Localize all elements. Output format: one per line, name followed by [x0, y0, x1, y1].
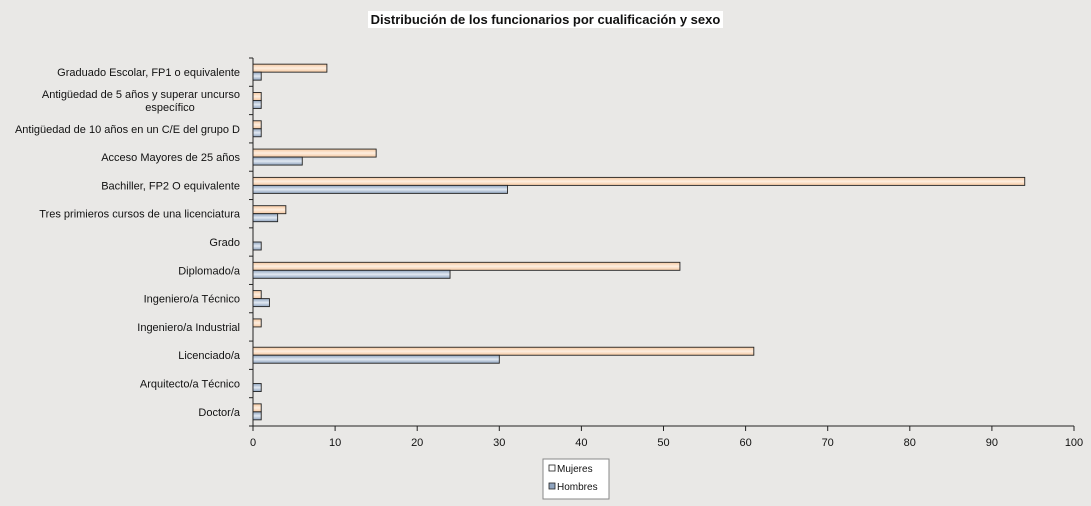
- bar-hombres: [252, 354, 500, 364]
- bar-mujeres: [252, 205, 287, 215]
- legend-swatch-hombres: [548, 482, 556, 490]
- bar-hombres: [252, 269, 451, 279]
- category-label: Diplomado/a: [178, 265, 241, 277]
- bar-hombres: [252, 100, 262, 109]
- bar-mujeres: [252, 346, 755, 356]
- bar-mujeres: [252, 261, 681, 271]
- category-label: Ingeniero/a Técnico: [144, 294, 240, 306]
- x-tick-label: 10: [329, 437, 341, 449]
- bar-hombres: [252, 71, 262, 81]
- category-label: Tres primieros cursos de una licenciatur…: [39, 209, 241, 221]
- bar-mujeres: [252, 63, 328, 73]
- x-tick-label: 40: [575, 437, 587, 449]
- bar-mujeres: [252, 176, 1026, 186]
- x-tick-label: 100: [1065, 437, 1083, 449]
- category-label: Arquitecto/a Técnico: [140, 379, 240, 391]
- category-label: Licenciado/a: [178, 350, 241, 362]
- bar-hombres: [252, 184, 508, 194]
- bar-hombres: [252, 213, 279, 223]
- bar-hombres: [252, 411, 262, 421]
- x-tick-label: 90: [986, 437, 998, 449]
- category-label: Antigüedad de 10 años en un C/E del grup…: [15, 124, 240, 136]
- category-label: específico: [145, 102, 195, 114]
- bar-hombres: [252, 298, 270, 308]
- x-tick-label: 0: [250, 437, 256, 449]
- bar-hombres: [252, 383, 262, 392]
- x-tick-label: 70: [822, 437, 834, 449]
- category-label: Bachiller, FP2 O equivalente: [101, 180, 240, 192]
- legend-label-hombres: Hombres: [557, 482, 598, 493]
- x-tick-label: 30: [493, 437, 505, 449]
- bar-mujeres: [252, 148, 377, 158]
- bar-hombres: [252, 128, 262, 138]
- bar-mujeres: [252, 120, 262, 130]
- bar-hombres: [252, 156, 303, 166]
- bar-mujeres: [252, 290, 262, 300]
- category-label: Antigüedad de 5 años y superar uncurso: [42, 89, 240, 101]
- x-tick-label: 20: [411, 437, 423, 449]
- bar-mujeres: [252, 92, 262, 101]
- category-label: Grado: [209, 237, 240, 249]
- category-label: Ingeniero/a Industrial: [137, 322, 240, 334]
- x-tick-label: 50: [657, 437, 669, 449]
- category-label: Graduado Escolar, FP1 o equivalente: [57, 67, 240, 79]
- legend-swatch-mujeres: [548, 464, 556, 472]
- chart-title: Distribución de los funcionarios por cua…: [0, 11, 1091, 28]
- x-tick-label: 80: [904, 437, 916, 449]
- x-tick-label: 60: [739, 437, 751, 449]
- bar-mujeres: [252, 318, 262, 328]
- category-label: Acceso Mayores de 25 años: [101, 152, 240, 164]
- legend-label-mujeres: Mujeres: [557, 464, 593, 475]
- bar-mujeres: [252, 403, 262, 413]
- category-label: Doctor/a: [198, 407, 240, 419]
- bar-hombres: [252, 241, 262, 251]
